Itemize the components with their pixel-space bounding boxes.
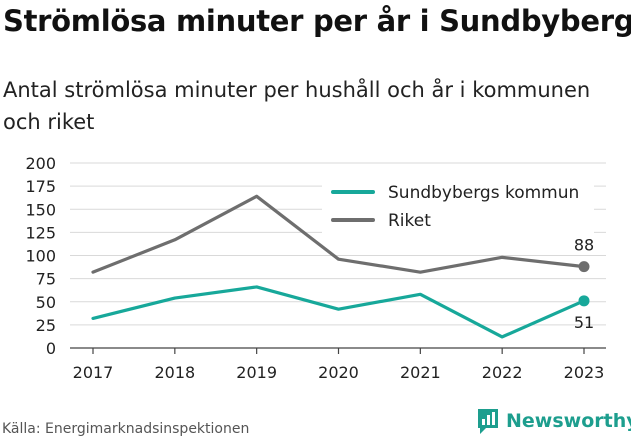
series-lines: 88 51 [91, 194, 594, 339]
y-tick-label: 175 [25, 177, 56, 196]
y-tick-label: 100 [25, 247, 56, 266]
brand-logo: Newsworthy [476, 406, 631, 436]
newsworthy-icon [478, 409, 498, 434]
x-tick-label: 2021 [400, 363, 441, 382]
end-point-sundbyberg [578, 295, 590, 307]
y-tick-label: 0 [46, 339, 56, 358]
x-tick-label: 2018 [154, 363, 195, 382]
legend-label-sundbyberg: Sundbybergs kommun [388, 183, 579, 203]
y-tick-label: 75 [36, 270, 56, 289]
y-tick-label: 50 [36, 293, 56, 312]
brand-name: Newsworthy [506, 410, 631, 432]
series-line-riket [91, 194, 586, 274]
source-note: Källa: Energimarknadsinspektionen [2, 421, 250, 437]
legend: Sundbybergs kommun Riket [322, 178, 594, 234]
y-axis-ticks: 0 25 50 75 100 125 150 175 200 [25, 154, 56, 358]
y-tick-label: 150 [25, 200, 56, 219]
series-line-sundbyberg [91, 285, 586, 339]
end-label-riket: 88 [574, 236, 594, 255]
y-tick-label: 125 [25, 223, 56, 242]
legend-background [322, 178, 594, 234]
end-label-sundbyberg: 51 [574, 313, 594, 332]
x-tick-label: 2023 [564, 363, 605, 382]
y-tick-label: 25 [36, 316, 56, 335]
x-tick-label: 2019 [236, 363, 277, 382]
end-point-riket [578, 261, 590, 273]
legend-label-riket: Riket [388, 211, 431, 231]
x-tick-label: 2017 [73, 363, 114, 382]
x-axis-ticks: 2017 2018 2019 2020 2021 2022 2023 [73, 348, 605, 382]
chart-title: Strömlösa minuter per år i Sundbyberg [3, 4, 631, 38]
x-tick-label: 2020 [318, 363, 359, 382]
chart-subtitle: Antal strömlösa minuter per hushåll och … [3, 78, 591, 134]
y-tick-label: 200 [25, 154, 56, 173]
x-tick-label: 2022 [482, 363, 523, 382]
